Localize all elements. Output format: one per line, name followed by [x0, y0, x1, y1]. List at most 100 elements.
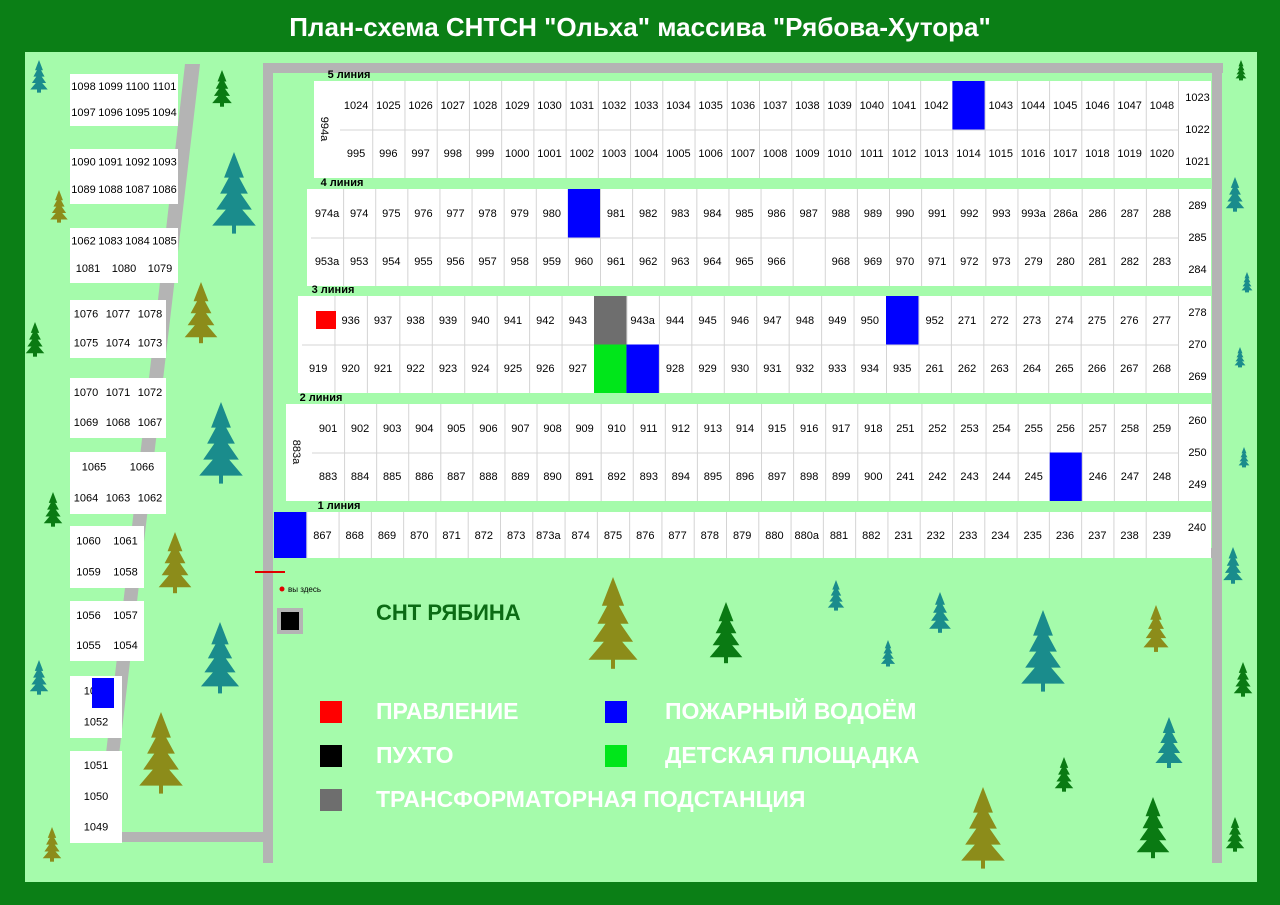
plot-number: 869 [378, 530, 396, 542]
plot-number: 876 [636, 530, 654, 542]
plot-number: 233 [959, 530, 977, 542]
tree-icon [50, 190, 68, 223]
plot-number: 235 [1024, 530, 1042, 542]
plot-number: 262 [958, 363, 976, 375]
plot-number: 240 [1188, 522, 1206, 534]
plot-number: 268 [1153, 363, 1171, 375]
plot-block-left [70, 149, 178, 204]
you-are-here-label: вы здесь [288, 585, 321, 594]
plot-number: 978 [478, 208, 496, 220]
plot-number: 270 [1188, 339, 1206, 351]
plot-number: 885 [383, 471, 401, 483]
plot-number: 891 [575, 471, 593, 483]
plot-divider [1178, 296, 1179, 393]
plot-number: 883 [319, 471, 337, 483]
plot-block-left [70, 601, 144, 661]
plot-number: 1027 [441, 100, 465, 112]
plot-number: 994а [318, 117, 330, 142]
plot-number: 919 [309, 363, 327, 375]
main-road-vertical [263, 63, 273, 863]
plot-number: 871 [442, 530, 460, 542]
plot-row-divider [340, 129, 1178, 131]
plot-number: 1068 [106, 417, 130, 429]
pravlenie-office [316, 311, 336, 329]
plot-number: 930 [731, 363, 749, 375]
plot-number: 894 [672, 471, 690, 483]
plot-number: 904 [415, 423, 433, 435]
plot-number: 908 [543, 423, 561, 435]
legend-label-transformer: ТРАНСФОРМАТОРНАЯ ПОДСТАНЦИЯ [376, 786, 806, 812]
plot-number: 1071 [106, 387, 130, 399]
plot-number: 276 [1120, 315, 1138, 327]
plot-number: 1046 [1085, 100, 1109, 112]
plot-number: 232 [927, 530, 945, 542]
plot-number: 999 [476, 148, 494, 160]
plot-number: 962 [639, 256, 657, 268]
plot-number: 911 [640, 423, 658, 435]
plot-number: 274 [1055, 315, 1073, 327]
plot-number: 265 [1055, 363, 1073, 375]
plot-number: 1077 [106, 308, 130, 320]
plot-number: 974 [350, 208, 368, 220]
plot-number: 1100 [126, 81, 150, 93]
plot-row-divider [311, 237, 1178, 239]
plot-number: 1014 [956, 148, 980, 160]
plot-number: 1096 [98, 107, 122, 119]
plot-number: 928 [666, 363, 684, 375]
plot-number: 991 [928, 208, 946, 220]
plot-number: 886 [415, 471, 433, 483]
plot-number: 1048 [1150, 100, 1174, 112]
tree-icon [199, 402, 243, 484]
plot-number: 239 [1153, 530, 1171, 542]
plot-number: 947 [763, 315, 781, 327]
tree-icon [212, 70, 232, 107]
plot-number: 1084 [125, 236, 149, 248]
plot-number: 910 [608, 423, 626, 435]
plot-number: 884 [351, 471, 369, 483]
plot-divider [1178, 404, 1179, 501]
plot-divider [435, 512, 437, 558]
plot-number: 281 [1089, 256, 1107, 268]
tree-icon [1234, 347, 1246, 368]
map-title: План-схема СНТСН "Ольха" массива "Рябова… [289, 12, 991, 42]
plot-number: 1026 [408, 100, 432, 112]
plot-number: 875 [604, 530, 622, 542]
plot-number: 1073 [138, 337, 162, 349]
plot-number: 1101 [153, 81, 177, 93]
you-are-here-mark [255, 571, 285, 573]
plot-number: 960 [575, 256, 593, 268]
plot-number: 1024 [344, 100, 368, 112]
plot-number: 940 [471, 315, 489, 327]
plot-number: 971 [928, 256, 946, 268]
tree-icon [1223, 547, 1243, 584]
plot-divider [1081, 512, 1083, 558]
plot-number: 238 [1120, 530, 1138, 542]
plot-number: 943а [630, 315, 655, 327]
plot-number: 1050 [84, 791, 108, 803]
tree-icon [158, 532, 192, 594]
plot-row-divider [312, 452, 1178, 454]
line-label: 5 линия [328, 69, 371, 81]
plot-number: 900 [864, 471, 882, 483]
plot-number: 277 [1153, 315, 1171, 327]
plot-number: 936 [341, 315, 359, 327]
plot-number: 993а [1021, 208, 1046, 220]
plot-number: 922 [406, 363, 424, 375]
plot-number: 260 [1188, 415, 1206, 427]
plot-number: 237 [1088, 530, 1106, 542]
plot-divider [790, 512, 792, 558]
plot-number: 1058 [113, 566, 137, 578]
plot-number: 1034 [666, 100, 690, 112]
plot-number: 245 [1024, 471, 1042, 483]
tree-icon [588, 577, 638, 669]
plot-number: 1074 [106, 337, 130, 349]
plot-number: 1076 [74, 308, 98, 320]
plot-divider [661, 512, 663, 558]
plot-number: 899 [832, 471, 850, 483]
legend-swatch-transformer [320, 789, 342, 811]
plot-number: 989 [864, 208, 882, 220]
plot-block-left [70, 751, 122, 843]
road-bottom-left [97, 832, 273, 842]
plot-number: 1000 [505, 148, 529, 160]
fire-pond [952, 81, 985, 130]
